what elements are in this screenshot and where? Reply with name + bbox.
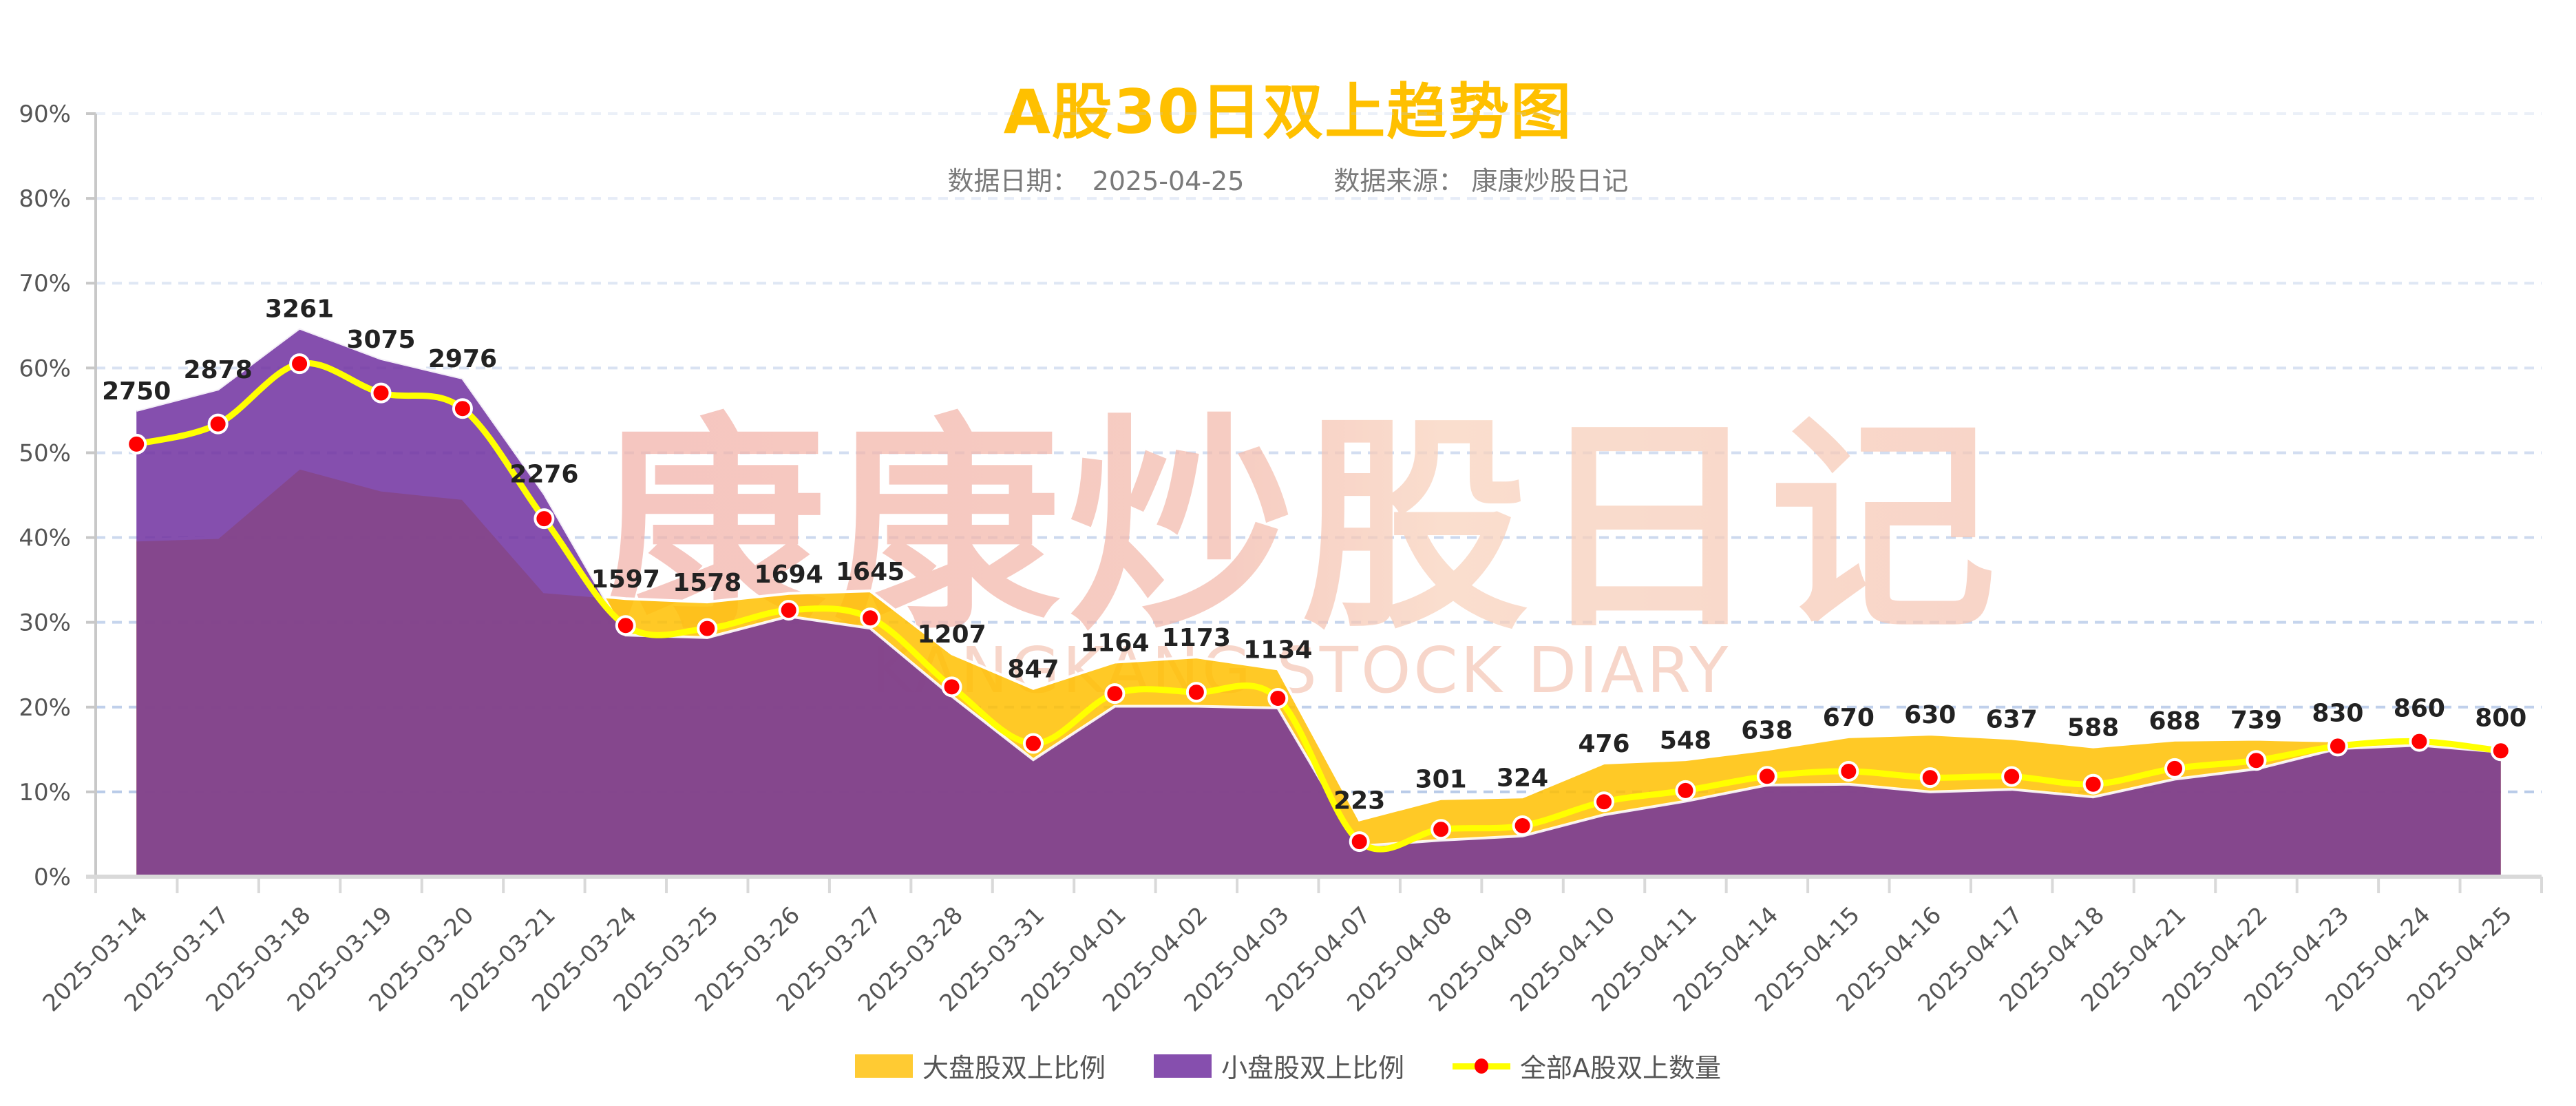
count-data-label: 630 xyxy=(1904,701,1956,729)
legend-item-small-cap[interactable]: 小盘股双上比例 xyxy=(1154,1047,1404,1085)
small-cap-swatch-icon xyxy=(1154,1054,1212,1078)
count-marker[interactable] xyxy=(126,433,147,455)
count-data-label: 860 xyxy=(2394,695,2445,723)
count-marker[interactable] xyxy=(2164,758,2186,779)
y-tick-label: 50% xyxy=(19,439,71,467)
count-data-label: 1597 xyxy=(591,565,660,594)
count-marker[interactable] xyxy=(2246,750,2267,771)
count-data-label: 476 xyxy=(1578,730,1629,758)
count-data-label: 847 xyxy=(1007,656,1059,684)
count-marker[interactable] xyxy=(1185,682,1207,703)
count-data-label: 223 xyxy=(1333,787,1385,815)
count-line-series xyxy=(126,353,2511,853)
source-label: 数据来源： xyxy=(1333,166,1465,196)
data-labels: 2750 2878 3261 3075 2976 2276 1597 1578 1694 1645… xyxy=(102,295,2526,815)
count-marker[interactable] xyxy=(1919,767,1941,789)
legend-label-small-cap: 小盘股双上比例 xyxy=(1221,1053,1405,1083)
count-marker[interactable] xyxy=(2490,740,2511,762)
count-data-label: 1645 xyxy=(836,558,905,586)
chart-title: A股30日双上趋势图 xyxy=(1003,76,1573,147)
count-data-label: 637 xyxy=(1986,705,2038,733)
count-data-label: 2276 xyxy=(509,461,578,489)
y-tick-label: 30% xyxy=(19,609,71,637)
count-marker[interactable] xyxy=(615,615,636,636)
count-data-label: 2750 xyxy=(102,377,171,406)
count-data-label: 1207 xyxy=(917,620,986,649)
count-marker[interactable] xyxy=(1267,687,1289,709)
count-marker[interactable] xyxy=(207,413,229,435)
legend-item-large-cap[interactable]: 大盘股双上比例 xyxy=(854,1047,1106,1085)
count-data-label: 1578 xyxy=(673,569,741,597)
count-data-label: 1164 xyxy=(1080,629,1149,658)
date-value: 2025-04-25 xyxy=(1092,166,1245,196)
count-marker[interactable] xyxy=(778,600,799,621)
legend-label-large-cap: 大盘股双上比例 xyxy=(922,1053,1106,1083)
count-data-label: 3261 xyxy=(265,295,334,323)
date-label: 数据日期： xyxy=(947,166,1079,196)
count-marker[interactable] xyxy=(697,618,718,639)
count-marker[interactable] xyxy=(2327,735,2348,757)
chart-subtitle: 数据日期： 2025-04-25 数据来源： 康康炒股日记 xyxy=(0,160,2576,198)
line-marker-icon xyxy=(1453,1054,1511,1078)
count-marker[interactable] xyxy=(1675,780,1696,801)
legend-item-count-line[interactable]: 全部A股双上数量 xyxy=(1453,1047,1721,1085)
count-marker[interactable] xyxy=(289,353,310,375)
count-data-label: 670 xyxy=(1823,704,1875,732)
count-data-label: 688 xyxy=(2149,707,2200,735)
count-data-label: 638 xyxy=(1741,716,1793,744)
count-data-label: 2878 xyxy=(184,356,253,384)
y-tick-label: 60% xyxy=(19,355,71,382)
y-tick-label: 0% xyxy=(34,864,71,891)
y-tick-label: 80% xyxy=(19,185,71,213)
y-tick-label: 10% xyxy=(19,779,71,806)
y-tick-label: 90% xyxy=(19,101,71,128)
count-marker[interactable] xyxy=(1838,760,1859,782)
small-cap-area xyxy=(136,328,2501,877)
count-marker[interactable] xyxy=(941,676,962,698)
grid-lines: 0% 10% 20% 30% 40% 50% 60% 70% 80% 90% xyxy=(19,101,2542,891)
count-marker[interactable] xyxy=(1512,815,1533,836)
count-data-label: 1694 xyxy=(754,561,823,589)
count-data-label: 588 xyxy=(2067,714,2119,742)
legend-label-count-line: 全部A股双上数量 xyxy=(1520,1053,1722,1083)
count-data-label: 1173 xyxy=(1162,624,1231,652)
count-marker[interactable] xyxy=(2082,773,2104,795)
y-tick-label: 40% xyxy=(19,525,71,552)
count-data-label: 301 xyxy=(1415,766,1467,794)
count-data-label: 830 xyxy=(2312,699,2363,727)
count-marker[interactable] xyxy=(1104,683,1126,705)
count-marker[interactable] xyxy=(1594,791,1615,813)
count-data-label: 800 xyxy=(2475,704,2526,732)
count-data-label: 739 xyxy=(2230,707,2282,735)
count-marker[interactable] xyxy=(860,607,881,629)
legend: 大盘股双上比例 小盘股双上比例 全部A股双上数量 xyxy=(0,1047,2576,1085)
count-marker[interactable] xyxy=(1430,819,1452,840)
count-marker[interactable] xyxy=(1349,831,1370,853)
count-data-label: 1134 xyxy=(1243,636,1312,664)
count-data-label: 324 xyxy=(1497,764,1548,792)
count-data-label: 2976 xyxy=(428,345,497,373)
count-marker[interactable] xyxy=(1756,766,1777,787)
y-tick-label: 70% xyxy=(19,270,71,298)
count-data-label: 3075 xyxy=(346,326,415,354)
count-marker[interactable] xyxy=(452,398,473,419)
count-marker[interactable] xyxy=(370,382,392,404)
count-marker[interactable] xyxy=(2409,731,2430,752)
large-cap-swatch-icon xyxy=(854,1054,913,1078)
count-marker[interactable] xyxy=(2001,766,2023,787)
source-value: 康康炒股日记 xyxy=(1471,166,1629,196)
count-data-label: 548 xyxy=(1660,727,1711,755)
count-marker[interactable] xyxy=(1022,733,1044,754)
count-marker[interactable] xyxy=(534,508,555,530)
y-tick-label: 20% xyxy=(19,694,71,722)
